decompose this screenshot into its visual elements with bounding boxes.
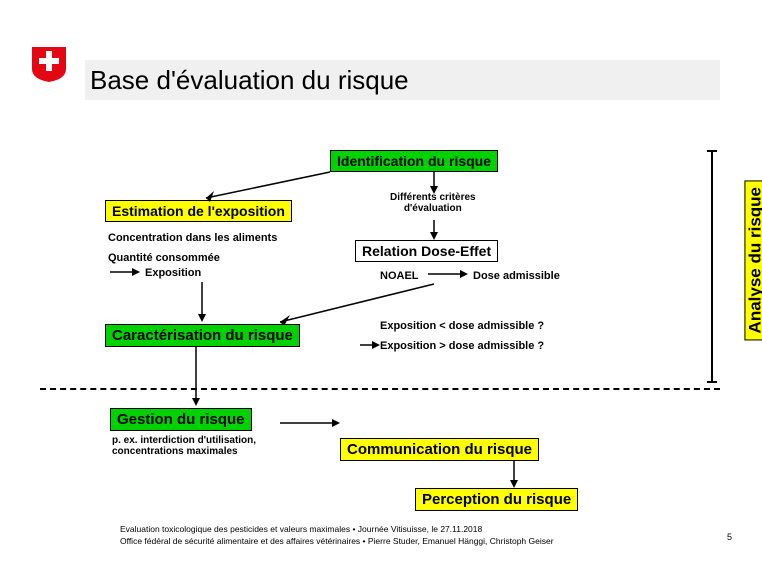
arrow-id-to-criteres bbox=[428, 172, 440, 194]
arrow-carac-to-gestion bbox=[190, 346, 202, 406]
box-caracterisation: Caractérisation du risque bbox=[105, 324, 300, 347]
page-number: 5 bbox=[727, 532, 732, 542]
swiss-logo bbox=[30, 45, 68, 83]
arrow-to-q2 bbox=[360, 340, 380, 350]
slide-title: Base d'évaluation du risque bbox=[85, 60, 720, 100]
label-criteres: Différents critères d'évaluation bbox=[390, 192, 476, 214]
box-perception: Perception du risque bbox=[415, 488, 578, 511]
box-communication: Communication du risque bbox=[340, 438, 539, 461]
box-identification: Identification du risque bbox=[330, 150, 498, 172]
arrow-exp-to-carac bbox=[196, 282, 208, 322]
footer-line2: Office fédéral de sécurité alimentaire e… bbox=[120, 536, 554, 548]
label-q2: Exposition > dose admissible ? bbox=[380, 340, 544, 352]
label-pex: p. ex. interdiction d'utilisation, conce… bbox=[112, 435, 256, 457]
label-analyse: Analyse du risque bbox=[744, 180, 762, 340]
box-relation: Relation Dose-Effet bbox=[355, 240, 498, 262]
label-dose-admissible: Dose admissible bbox=[473, 270, 560, 282]
analyse-bracket bbox=[711, 150, 713, 383]
label-q1: Exposition < dose admissible ? bbox=[380, 320, 544, 332]
label-exposition: Exposition bbox=[145, 267, 201, 279]
arrow-id-to-estimation bbox=[196, 170, 336, 205]
footer: Evaluation toxicologique des pesticides … bbox=[120, 524, 554, 548]
footer-line1: Evaluation toxicologique des pesticides … bbox=[120, 524, 554, 536]
dashed-separator bbox=[40, 388, 720, 390]
arrow-noael-to-dose bbox=[428, 269, 468, 279]
arrow-comm-to-perception bbox=[508, 460, 520, 488]
arrow-to-exposition bbox=[110, 267, 140, 277]
label-concentration: Concentration dans les aliments bbox=[108, 232, 277, 244]
label-quantite: Quantité consommée bbox=[108, 252, 220, 264]
arrow-gestion-to-comm bbox=[280, 418, 340, 428]
box-gestion: Gestion du risque bbox=[110, 408, 252, 431]
label-noael: NOAEL bbox=[380, 270, 419, 282]
arrow-criteres-to-relation bbox=[428, 220, 440, 240]
